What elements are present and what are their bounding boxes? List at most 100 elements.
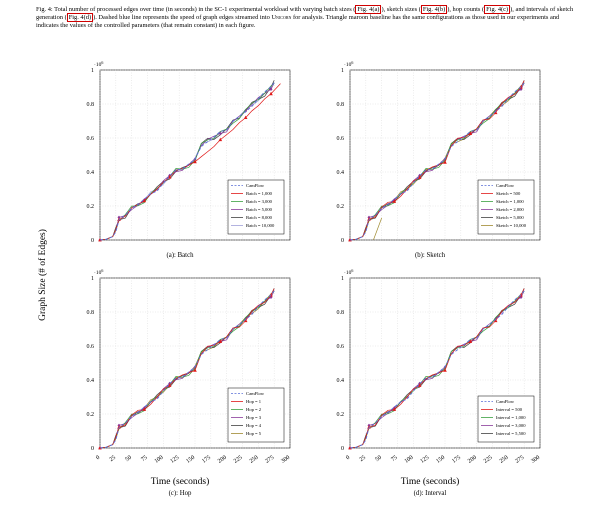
y-tick-label: 0.8 bbox=[337, 102, 345, 108]
chart-panel-interval: 0 0.2 0.4 0.6 0.8 1·106 0 25 50 75 100 125 150 175 200… bbox=[300, 268, 550, 483]
y-tick-label: 1 bbox=[341, 68, 344, 74]
system-name: Unicorn bbox=[271, 14, 292, 21]
y-exponent-label: ·106 bbox=[94, 60, 103, 68]
legend-label: Batch = 1,000 bbox=[246, 191, 273, 197]
series-line bbox=[373, 217, 383, 241]
y-tick-label: 0.8 bbox=[87, 310, 95, 316]
y-tick-label: 0.4 bbox=[337, 170, 345, 176]
series-marker bbox=[392, 199, 397, 203]
x-tick-label: 150 bbox=[435, 455, 446, 465]
series-marker bbox=[468, 131, 473, 135]
caption-text: ), and intervals of sketch generation ( bbox=[36, 6, 574, 21]
series-line bbox=[99, 291, 275, 449]
legend-label: Batch = 8,000 bbox=[246, 215, 273, 221]
x-tick-label: 300 bbox=[280, 455, 291, 465]
x-tick-label: 50 bbox=[374, 455, 382, 463]
x-tick-label: 75 bbox=[140, 455, 148, 463]
y-exponent-sup: 6 bbox=[351, 268, 353, 273]
series-marker bbox=[493, 110, 498, 115]
y-exponent-sup: 6 bbox=[101, 60, 103, 65]
legend-label: CamFlow bbox=[246, 183, 265, 188]
y-tick-label: 0.6 bbox=[337, 136, 345, 142]
series-line bbox=[99, 80, 275, 241]
y-tick-label: 1 bbox=[91, 276, 94, 282]
ref-fig-4b-link[interactable]: Fig. 4(b) bbox=[420, 5, 448, 14]
subcaption-interval: (d): Interval bbox=[413, 490, 447, 497]
series-marker bbox=[193, 159, 197, 164]
y-axis-label-container: Graph Size (# of Edges) bbox=[36, 110, 50, 440]
series-marker bbox=[367, 425, 371, 429]
y-exponent-label: ·106 bbox=[344, 268, 353, 276]
x-axis-label-left: Time (seconds) bbox=[150, 477, 210, 487]
y-tick-label: 0.6 bbox=[337, 344, 345, 350]
series-marker bbox=[142, 407, 147, 411]
caption-text: ). Dashed blue line represents the speed… bbox=[93, 14, 272, 21]
caption-text: ), hop counts ( bbox=[447, 6, 485, 13]
series-marker bbox=[417, 383, 422, 387]
series-line bbox=[349, 80, 525, 241]
chart-panel-sketch: 0 0.2 0.4 0.6 0.8 1·106 CamFlow Sketch = 500 Ske… bbox=[300, 60, 550, 275]
legend-label: Batch = 5,000 bbox=[246, 207, 273, 213]
y-tick-label: 0.2 bbox=[87, 412, 95, 418]
legend-label: Sketch = 2,000 bbox=[496, 207, 524, 213]
y-exponent-sup: 6 bbox=[351, 60, 353, 65]
series-line bbox=[99, 83, 275, 241]
x-tick-label: 175 bbox=[451, 455, 462, 465]
subcaption-hop: (c): Hop bbox=[168, 490, 192, 497]
x-tick-label: 25 bbox=[109, 455, 117, 463]
legend-label: Sketch = 1,000 bbox=[496, 199, 524, 205]
series-marker bbox=[417, 175, 422, 179]
caption-text: Fig. 4: Total number of processed edges … bbox=[36, 6, 356, 13]
y-tick-label: 0 bbox=[91, 446, 94, 452]
series-marker bbox=[193, 368, 197, 372]
series-line bbox=[349, 80, 525, 241]
series-line bbox=[99, 288, 275, 449]
series-line bbox=[349, 288, 525, 449]
legend-box bbox=[477, 179, 535, 235]
y-tick-label: 0.6 bbox=[87, 136, 95, 142]
x-tick-label: 125 bbox=[420, 455, 431, 465]
x-tick-label: 175 bbox=[201, 455, 212, 465]
series-marker bbox=[443, 368, 447, 372]
caption-text: for analysis. Triangle maroon baseline h… bbox=[36, 14, 560, 29]
series-line bbox=[349, 83, 525, 241]
series-marker bbox=[468, 339, 473, 343]
chart-panel-hop: 0 0.2 0.4 0.6 0.8 1·106 0 25 50 75 100 125 150 175 200… bbox=[50, 268, 300, 483]
chart-panel-batch: 0 0.2 0.4 0.6 0.8 1·106 CamFlow Batch = 1,000 Ba… bbox=[50, 60, 300, 275]
series-marker bbox=[218, 339, 223, 343]
y-tick-label: 0.6 bbox=[87, 344, 95, 350]
chart-hop: 0 0.2 0.4 0.6 0.8 1·106 0 25 50 75 100 125 150 175 200… bbox=[87, 268, 292, 465]
y-tick-label: 0.2 bbox=[87, 204, 95, 210]
series-marker bbox=[243, 115, 248, 119]
ref-fig-4c-link[interactable]: Fig. 4(c) bbox=[484, 5, 511, 14]
caption-text: ), sketch sizes ( bbox=[381, 6, 421, 13]
legend-box bbox=[477, 395, 535, 443]
legend-label: CamFlow bbox=[496, 183, 515, 188]
x-tick-label: 225 bbox=[483, 455, 494, 465]
x-tick-label: 275 bbox=[515, 455, 526, 465]
y-tick-label: 0 bbox=[91, 238, 94, 244]
y-tick-label: 0.2 bbox=[337, 204, 345, 210]
legend-label: Interval = 3,000 bbox=[496, 423, 526, 429]
chart-batch: 0 0.2 0.4 0.6 0.8 1·106 CamFlow Batch = 1,000 Ba… bbox=[87, 60, 291, 244]
x-tick-label: 50 bbox=[124, 455, 132, 463]
legend-label: Interval = 5,500 bbox=[496, 431, 526, 437]
y-tick-label: 0 bbox=[341, 238, 344, 244]
series-marker bbox=[243, 318, 248, 323]
series-marker bbox=[117, 215, 121, 220]
series-marker bbox=[392, 407, 397, 411]
x-tick-label: 100 bbox=[404, 455, 415, 465]
legend-label: CamFlow bbox=[496, 399, 515, 404]
series-marker bbox=[367, 217, 371, 221]
x-tick-label: 25 bbox=[359, 455, 367, 463]
legend-label: Hop = 1 bbox=[246, 399, 262, 404]
x-tick-label: 300 bbox=[530, 455, 541, 465]
y-tick-label: 0.4 bbox=[337, 378, 345, 384]
x-tick-label: 100 bbox=[154, 455, 165, 465]
ref-fig-4d-link[interactable]: Fig. 4(d) bbox=[66, 13, 94, 22]
x-tick-label: 0 bbox=[345, 455, 351, 462]
series-line bbox=[99, 83, 281, 241]
series-marker bbox=[269, 91, 273, 96]
y-tick-label: 0.4 bbox=[87, 170, 95, 176]
ref-fig-4a-link[interactable]: Fig. 4(a) bbox=[355, 5, 382, 14]
